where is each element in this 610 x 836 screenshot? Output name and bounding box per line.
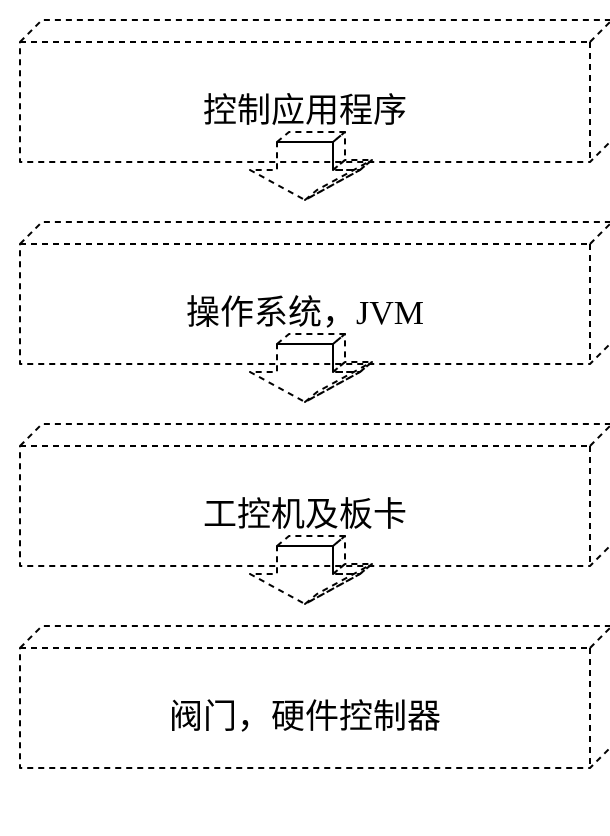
arrow-ipc-hw-head-side <box>305 564 372 604</box>
arrow-os-ipc-head-side <box>305 362 372 402</box>
arrow-app-os-front <box>250 142 360 200</box>
flowchart-canvas: 控制应用程序操作系统，JVM 工控机及板卡阀门，硬件控制器 <box>0 0 610 836</box>
node-ipc-label: 工控机及板卡 <box>20 487 590 536</box>
node-os-diag <box>590 222 610 244</box>
arrow-app-os-head-side <box>305 160 372 200</box>
arrow-os-ipc-front <box>250 344 360 402</box>
arrow-ipc-hw-front <box>250 546 360 604</box>
node-hw-label: 阀门，硬件控制器 <box>20 689 590 738</box>
node-os-label: 操作系统，JVM <box>20 285 590 334</box>
node-app-label: 控制应用程序 <box>20 83 590 132</box>
node-hw-diag <box>590 626 610 648</box>
node-app-diag <box>590 20 610 42</box>
node-ipc-diag <box>590 424 610 446</box>
